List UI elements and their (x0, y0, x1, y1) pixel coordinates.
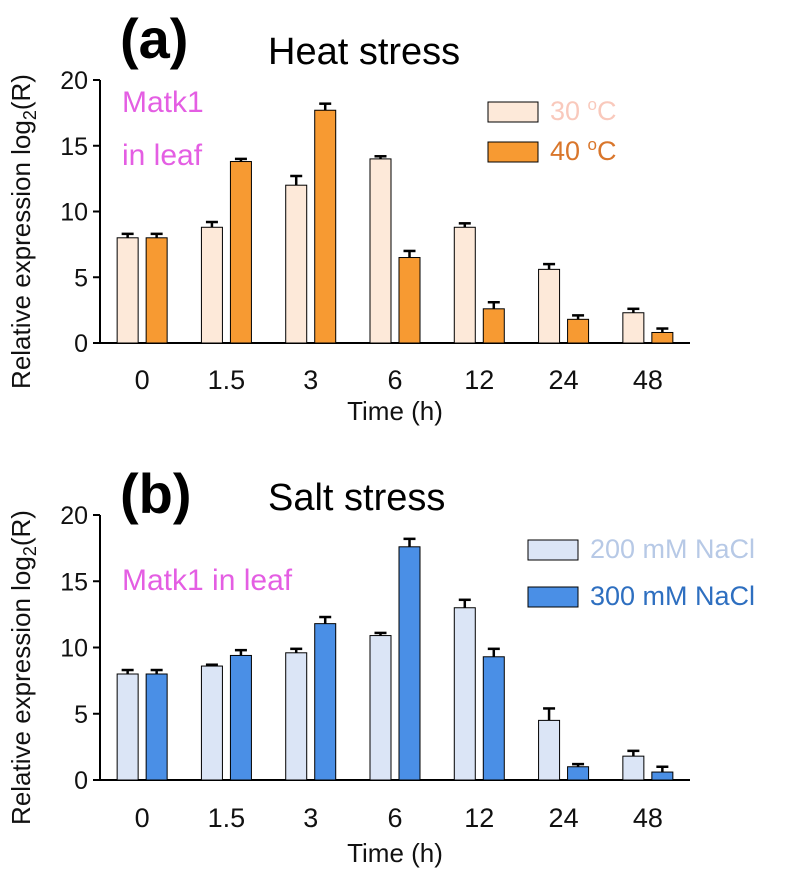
x-tick-label: 0 (135, 803, 150, 833)
bar-200-mm-nacl-1.5 (200, 665, 223, 781)
bar-30-oc-48 (622, 312, 645, 344)
legend-label-degree: o (588, 95, 597, 114)
bar-40-oc-6 (398, 257, 421, 344)
y-axis-label-subscript: 2 (20, 110, 40, 120)
bar-30-oc-6 (369, 158, 392, 344)
chart-panel-0: (a) Heat stress 0 5 10 15 20 0 1.5 3 6 12 24 48 Time (… (6, 7, 690, 426)
legend-swatch (527, 586, 579, 608)
annotation-text: in leaf (122, 139, 203, 172)
bar-30-oc-1.5 (200, 226, 223, 344)
bar-200-mm-nacl-12 (453, 607, 476, 781)
bar-200-mm-nacl-6 (369, 635, 392, 781)
bar-200-mm-nacl-3 (285, 652, 308, 781)
x-axis-label: Time (h) (347, 396, 443, 426)
legend-label: 200 mM NaCl (590, 534, 755, 564)
panel-label: (b) (120, 462, 192, 525)
y-tick-label: 20 (60, 67, 88, 95)
legend-label-unit: C (597, 96, 617, 126)
legend-label-number: 30 (550, 96, 588, 126)
y-tick-label: 5 (74, 701, 88, 729)
x-tick-label: 12 (464, 365, 494, 395)
bar-200-mm-nacl-48 (622, 755, 645, 781)
x-tick-label: 6 (387, 803, 402, 833)
x-tick-label: 24 (549, 365, 579, 395)
legend-swatch (487, 141, 539, 163)
annotation-text: Matk1 in leaf (122, 564, 293, 597)
y-axis-label-text: Relative expression log (6, 120, 36, 389)
bar-40-oc-24 (567, 318, 590, 344)
y-axis-label: Relative expression log2(R) (6, 510, 40, 825)
bar-300-mm-nacl-12 (482, 656, 505, 781)
y-axis-label-suffix: (R) (6, 510, 36, 546)
x-tick-label: 1.5 (208, 365, 246, 395)
x-tick-label: 24 (549, 803, 579, 833)
bar-40-oc-3 (314, 109, 337, 344)
bar-40-oc-0 (145, 237, 168, 344)
x-tick-label: 48 (633, 365, 663, 395)
bar-300-mm-nacl-1.5 (229, 654, 252, 781)
y-tick-label: 0 (74, 767, 88, 795)
legend-label: 40 oC (550, 135, 617, 166)
panel-label: (a) (120, 7, 188, 70)
legend-label: 300 mM NaCl (590, 581, 755, 611)
bar-300-mm-nacl-0 (145, 673, 168, 781)
legend-label: 30 oC (550, 95, 617, 126)
y-tick-label: 0 (74, 330, 88, 358)
bar-300-mm-nacl-48 (651, 771, 674, 781)
x-tick-label: 6 (387, 365, 402, 395)
x-tick-label: 48 (633, 803, 663, 833)
legend-label-unit: C (597, 136, 617, 166)
y-axis-label-text: Relative expression log (6, 556, 36, 825)
y-tick-label: 20 (60, 502, 88, 530)
bar-40-oc-12 (482, 308, 505, 344)
bar-30-oc-12 (453, 226, 476, 344)
y-tick-label: 15 (60, 568, 88, 596)
chart-title: Salt stress (268, 477, 445, 519)
chart-panel-1: (b) Salt stress 0 5 10 15 20 0 1.5 3 6 12 24 48 Time (… (6, 462, 755, 868)
bar-200-mm-nacl-24 (538, 719, 561, 781)
bar-40-oc-48 (651, 331, 674, 344)
y-tick-label: 10 (60, 199, 88, 227)
x-tick-label: 3 (303, 365, 318, 395)
bar-300-mm-nacl-6 (398, 546, 421, 781)
bar-300-mm-nacl-3 (314, 623, 337, 781)
x-tick-label: 1.5 (208, 803, 246, 833)
chart-title: Heat stress (268, 31, 460, 73)
y-tick-label: 15 (60, 133, 88, 161)
bar-40-oc-1.5 (229, 161, 252, 344)
y-tick-label: 5 (74, 264, 88, 292)
legend-label-degree: o (588, 135, 597, 154)
x-tick-label: 3 (303, 803, 318, 833)
y-axis-label-suffix: (R) (6, 74, 36, 110)
bar-300-mm-nacl-24 (567, 766, 590, 781)
y-axis-label-subscript: 2 (20, 546, 40, 556)
x-axis-label: Time (h) (347, 838, 443, 868)
y-tick-label: 10 (60, 635, 88, 663)
bar-30-oc-3 (285, 184, 308, 344)
bar-30-oc-0 (116, 237, 139, 344)
legend-swatch (527, 539, 579, 561)
y-axis-label: Relative expression log2(R) (6, 74, 40, 389)
bar-30-oc-24 (538, 268, 561, 344)
x-tick-label: 0 (135, 365, 150, 395)
x-tick-label: 12 (464, 803, 494, 833)
legend-label-number: 40 (550, 136, 588, 166)
annotation-text: Matk1 (122, 86, 204, 119)
bar-200-mm-nacl-0 (116, 673, 139, 781)
legend-swatch (487, 101, 539, 123)
